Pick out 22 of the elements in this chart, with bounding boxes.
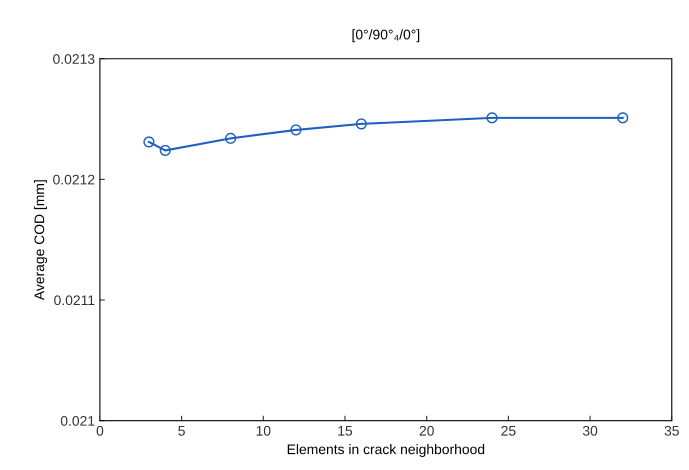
y-tick-label: 0.0211 (54, 295, 94, 306)
x-tick-label: 35 (664, 426, 679, 436)
x-tick-label: 5 (178, 426, 185, 436)
point (356, 118, 367, 130)
x-tick-label: 30 (582, 426, 598, 436)
x-tick-label: 20 (420, 426, 434, 436)
y-tick-label: 0.0212 (53, 174, 94, 185)
point (225, 132, 236, 144)
y-tick-label: 0.021 (60, 416, 94, 426)
x-tick-label: 25 (501, 426, 516, 436)
x-tick-label: 0 (96, 426, 104, 436)
x-tick-label: 15 (338, 426, 352, 436)
y-axis-title: Average COD [mm] (34, 180, 48, 300)
point (143, 136, 154, 148)
point (160, 144, 171, 156)
chart-title: [0°/90°₄/0°] (352, 29, 420, 42)
y-tick-label: 0.0213 (53, 54, 94, 64)
point (290, 124, 302, 136)
point (617, 112, 628, 124)
x-axis-title: Elements in crack neighborhood (288, 444, 484, 457)
point (486, 112, 498, 124)
x-tick-label: 10 (256, 426, 270, 436)
